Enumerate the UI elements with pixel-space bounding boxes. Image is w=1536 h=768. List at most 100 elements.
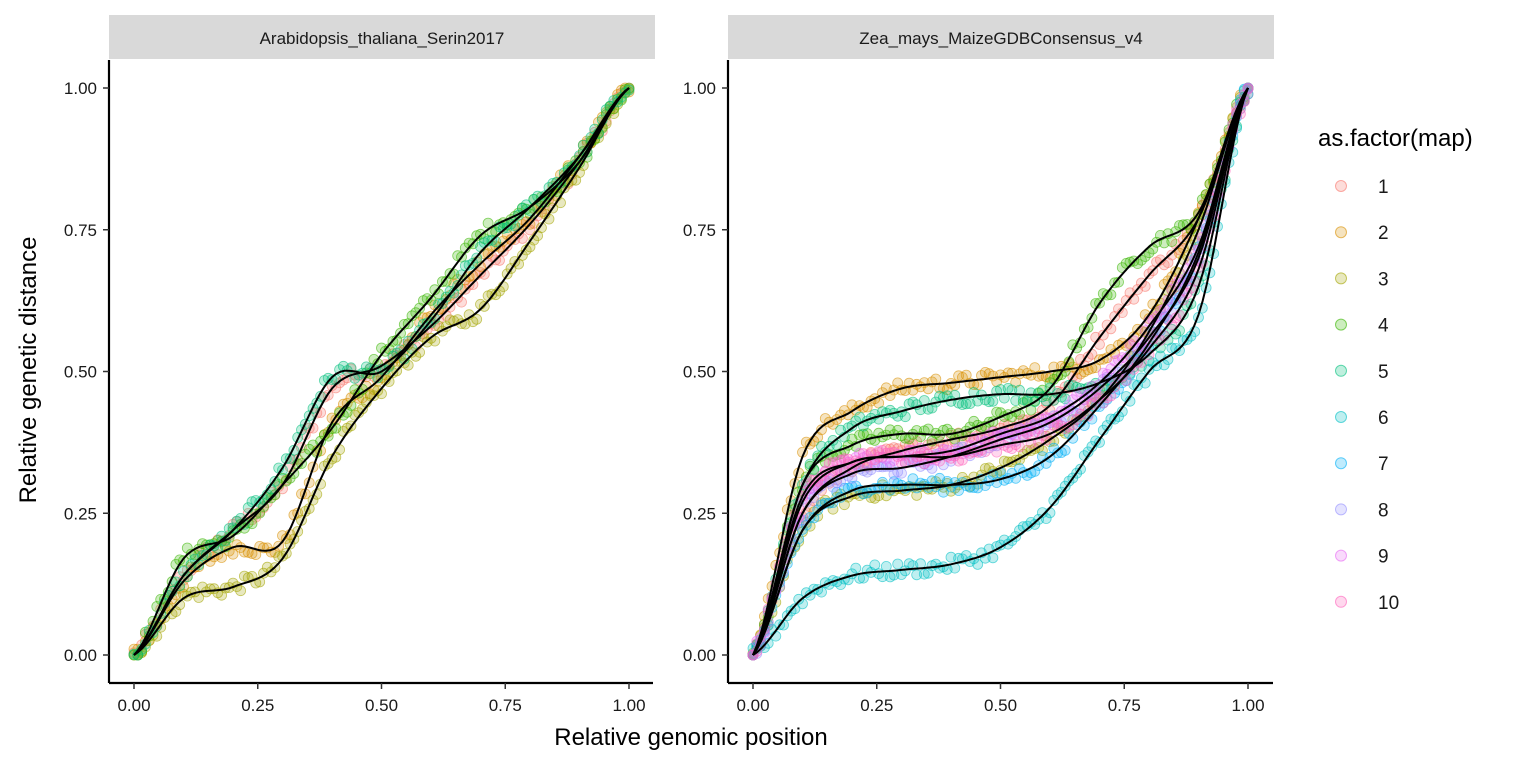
data-point xyxy=(326,374,338,386)
legend-key-3 xyxy=(1335,272,1347,285)
data-point xyxy=(402,359,414,371)
data-point xyxy=(1120,375,1132,386)
legend-label-7: 7 xyxy=(1378,454,1389,475)
x-tick-label: 0.25 xyxy=(241,696,274,715)
data-point xyxy=(839,453,850,465)
facet-strip xyxy=(109,15,655,59)
legend: as.factor(map) 1 2 3 4 5 6 7 8 9 10 xyxy=(1318,125,1473,614)
series-points-map-2 xyxy=(747,82,1254,661)
y-axis-title: Relative genetic distance xyxy=(15,237,42,504)
x-tick-label: 0.00 xyxy=(117,696,150,715)
data-point xyxy=(536,222,547,234)
data-point xyxy=(1094,436,1105,448)
data-point xyxy=(227,522,239,534)
legend-key-4 xyxy=(1335,318,1347,331)
data-point xyxy=(1174,345,1185,356)
panel-2: Zea_mays_MaizeGDBConsensus_v4 0.00 0.25 0.5… xyxy=(683,15,1274,715)
series-points-map-6 xyxy=(747,83,1254,655)
data-point xyxy=(1040,395,1052,407)
data-point xyxy=(235,585,247,597)
smooth-line-map-4 xyxy=(752,87,1249,656)
x-tick-label: 0.50 xyxy=(984,696,1017,715)
smooth-line-map-5 xyxy=(752,87,1249,656)
data-point xyxy=(1059,444,1071,456)
data-point xyxy=(892,558,904,570)
y-tick-label: 0.00 xyxy=(683,646,716,665)
legend-key-5 xyxy=(1335,364,1347,377)
data-point xyxy=(987,552,999,564)
smooth-line-map-10 xyxy=(752,87,1249,656)
data-point xyxy=(1166,236,1178,247)
data-point xyxy=(896,467,907,479)
panels-layer: Arabidopsis_thaliana_Serin2017 0.00 0.25 0.… xyxy=(64,15,1274,715)
data-point xyxy=(429,335,441,347)
x-tick-label: 0.75 xyxy=(489,696,522,715)
data-point xyxy=(899,411,911,423)
smooth-line-map-1 xyxy=(752,87,1249,656)
data-point xyxy=(850,562,862,574)
legend-key-1 xyxy=(1335,180,1347,192)
data-point xyxy=(892,424,904,436)
legend-key-10 xyxy=(1335,595,1347,608)
data-point xyxy=(623,84,635,96)
data-point xyxy=(858,428,869,440)
data-point xyxy=(227,548,239,560)
y-tick-label: 1.00 xyxy=(64,79,97,98)
smooth-line-map-5 xyxy=(133,87,630,656)
smooth-line-map-3 xyxy=(752,87,1249,656)
legend-key-6 xyxy=(1335,411,1347,423)
y-tick-label: 0.50 xyxy=(683,363,716,382)
facet-strip-label: Zea_mays_MaizeGDBConsensus_v4 xyxy=(859,29,1142,48)
panel-1: Arabidopsis_thaliana_Serin2017 0.00 0.25 0.… xyxy=(64,15,655,715)
data-point xyxy=(357,403,368,415)
data-point xyxy=(972,559,984,570)
data-point xyxy=(880,561,892,572)
smooth-line-map-6 xyxy=(752,87,1249,656)
legend-label-4: 4 xyxy=(1378,316,1389,337)
data-point xyxy=(968,482,980,493)
data-point xyxy=(869,559,881,571)
data-point xyxy=(1067,432,1079,444)
x-tick-label: 0.75 xyxy=(1108,696,1141,715)
legend-title: as.factor(map) xyxy=(1318,125,1473,152)
x-tick-label: 0.00 xyxy=(736,696,769,715)
y-tick-label: 0.25 xyxy=(64,504,97,523)
x-tick-label: 1.00 xyxy=(1231,696,1264,715)
x-axis-title: Relative genomic position xyxy=(554,724,827,751)
smooth-line-map-4 xyxy=(133,87,630,656)
data-point xyxy=(398,318,410,330)
data-point xyxy=(789,603,801,615)
data-point xyxy=(930,373,942,385)
data-point xyxy=(517,249,528,261)
legend-label-5: 5 xyxy=(1378,362,1389,383)
points-group xyxy=(747,82,1254,661)
legend-key-8 xyxy=(1335,503,1347,516)
legend-key-7 xyxy=(1335,457,1347,470)
x-tick-label: 0.25 xyxy=(860,696,893,715)
data-point xyxy=(1048,495,1060,506)
data-point xyxy=(456,296,467,308)
legend-key-2 xyxy=(1335,226,1347,239)
legend-label-2: 2 xyxy=(1378,223,1389,244)
data-point xyxy=(406,346,418,358)
y-tick-label: 0.50 xyxy=(64,363,97,382)
smooth-line-map-3 xyxy=(133,87,630,656)
data-point xyxy=(983,396,995,408)
data-point xyxy=(1116,352,1128,364)
y-tick-label: 0.00 xyxy=(64,646,97,665)
data-point xyxy=(1097,329,1109,341)
data-point xyxy=(816,424,827,436)
data-point xyxy=(960,398,972,410)
smooth-line-map-1 xyxy=(133,87,630,656)
legend-label-3: 3 xyxy=(1378,269,1389,290)
y-tick-label: 0.25 xyxy=(683,504,716,523)
legend-label-8: 8 xyxy=(1378,500,1389,521)
data-point xyxy=(968,415,980,427)
legend-label-9: 9 xyxy=(1378,547,1389,568)
smooth-line-map-9 xyxy=(752,87,1249,656)
data-point xyxy=(174,599,186,611)
legend-label-10: 10 xyxy=(1378,593,1399,614)
smooth-line-map-2 xyxy=(133,87,630,656)
